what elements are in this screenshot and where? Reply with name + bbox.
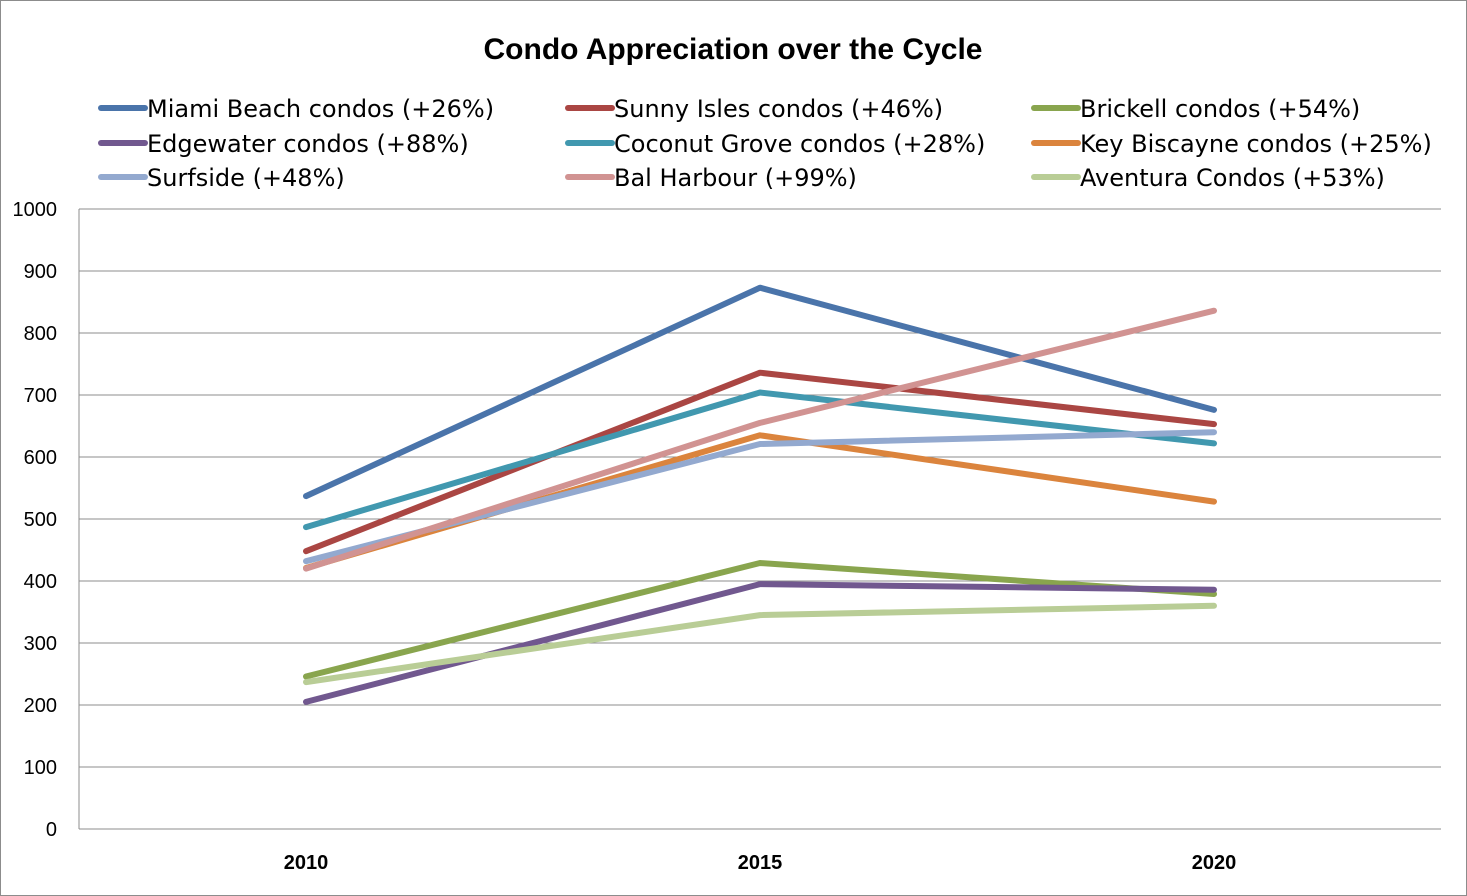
x-tick-label: 2015 [738, 852, 783, 874]
y-tick-label: 300 [24, 633, 57, 655]
series-line-4 [303, 389, 1217, 531]
legend-label: Bal Harbour (+99%) [614, 164, 857, 192]
series-line-1 [303, 369, 1217, 555]
legend-label: Sunny Isles condos (+46%) [614, 95, 943, 123]
x-tick-label: 2010 [284, 852, 329, 874]
series-line-8 [303, 602, 1217, 686]
chart-title: Condo Appreciation over the Cycle [484, 33, 983, 66]
series-line-0 [303, 284, 1217, 500]
legend-item: Coconut Grove condos (+28%) [565, 130, 985, 158]
legend-item: Bal Harbour (+99%) [565, 164, 857, 192]
legend-item: Miami Beach condos (+26%) [98, 95, 494, 123]
series-line-7 [303, 307, 1217, 572]
legend-item: Edgewater condos (+88%) [98, 130, 469, 158]
y-tick-label: 100 [24, 757, 57, 779]
legend-item: Aventura Condos (+53%) [1031, 164, 1385, 192]
legend-label: Brickell condos (+54%) [1080, 95, 1360, 123]
y-tick-label: 400 [24, 571, 57, 593]
y-tick-label: 700 [24, 385, 57, 407]
y-tick-label: 0 [46, 819, 57, 841]
series-line-5 [303, 432, 1217, 571]
legend-label: Miami Beach condos (+26%) [147, 95, 494, 123]
y-tick-label: 1000 [13, 199, 58, 221]
legend-item: Brickell condos (+54%) [1031, 95, 1360, 123]
legend: Miami Beach condos (+26%) Sunny Isles con… [98, 95, 1432, 192]
y-tick-label: 800 [24, 323, 57, 345]
y-tick-label: 200 [24, 695, 57, 717]
legend-label: Key Biscayne condos (+25%) [1080, 130, 1432, 158]
y-tick-label: 900 [24, 261, 57, 283]
series-line-2 [303, 560, 1217, 680]
plot-area [303, 284, 1217, 705]
y-tick-label: 600 [24, 447, 57, 469]
legend-label: Aventura Condos (+53%) [1080, 164, 1385, 192]
y-tick-label: 500 [24, 509, 57, 531]
gridlines [79, 208, 1441, 830]
y-axis: 0 100 200 300 400 500 600 700 800 900 1000 [13, 199, 80, 841]
legend-item: Surfside (+48%) [98, 164, 345, 192]
legend-item: Key Biscayne condos (+25%) [1031, 130, 1432, 158]
legend-item: Sunny Isles condos (+46%) [565, 95, 943, 123]
x-tick-label: 2020 [1192, 852, 1237, 874]
legend-label: Surfside (+48%) [147, 164, 345, 192]
legend-label: Coconut Grove condos (+28%) [614, 130, 985, 158]
x-axis: 2010 2015 2020 [284, 852, 1237, 874]
legend-label: Edgewater condos (+88%) [147, 130, 469, 158]
